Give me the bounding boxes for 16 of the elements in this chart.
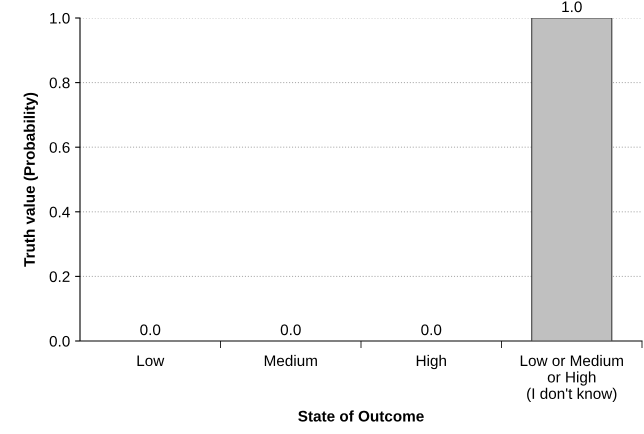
- y-tick-label: 0.2: [50, 271, 70, 282]
- data-label: 0.0: [421, 324, 442, 336]
- x-axis-title: State of Outcome: [298, 410, 424, 422]
- x-tick-label: Low: [137, 355, 164, 366]
- y-tick-label: 0.6: [50, 142, 70, 153]
- data-label: 0.0: [280, 324, 301, 336]
- y-tick-label: 0.8: [50, 77, 70, 88]
- x-tick-label: High: [416, 354, 446, 370]
- y-tick-label: 1.0: [50, 12, 70, 24]
- y-tick-label: 0.0: [50, 336, 70, 347]
- data-label: 0.0: [140, 324, 160, 336]
- x-tick-label: Medium: [264, 354, 317, 366]
- y-tick-label: 0.4: [50, 206, 70, 218]
- data-label: 1.0: [562, 1, 582, 12]
- x-tick-label: Low or Medium or High (I don't know): [520, 354, 623, 402]
- y-axis-title: Truth value (Probability): [24, 92, 38, 267]
